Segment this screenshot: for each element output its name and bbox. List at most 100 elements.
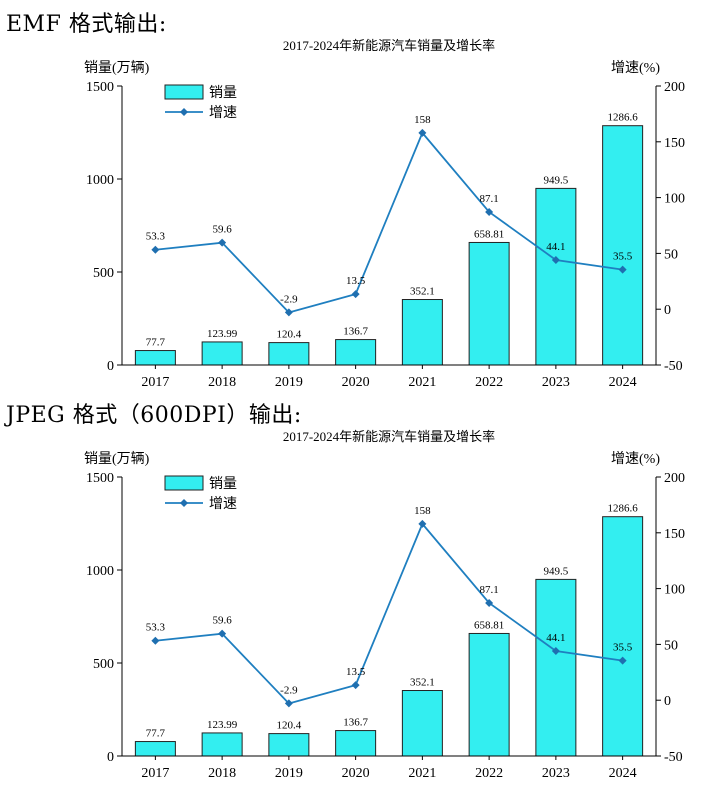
x-tick-label: 2020 [342,766,370,781]
growth-line [155,131,623,314]
growth-marker-2018 [218,238,227,247]
left-tick-label: 1500 [86,471,114,486]
growth-marker-2024 [618,656,627,665]
bar-value-label: 136.7 [343,326,368,338]
growth-marker-2023 [551,255,560,264]
x-tick-label: 2017 [141,766,169,781]
left-tick-label: 500 [93,657,114,672]
bar-value-label: 77.7 [146,337,166,349]
growth-value-label: -2.9 [280,293,298,305]
left-tick-label: 0 [107,359,114,374]
bar-value-label: 123.99 [207,719,238,731]
legend-line-marker [180,499,188,507]
emf-section-heading: EMF 格式输出: [6,12,167,37]
legend-line-label: 增速 [209,105,237,121]
x-tick-label: 2023 [542,375,570,390]
jpeg-section-heading: JPEG 格式（600DPI）输出: [6,403,302,428]
growth-marker-2021 [418,128,427,137]
bar-value-label: 1286.6 [608,112,639,124]
bar-2020 [335,339,377,366]
growth-value-label: 35.5 [613,251,633,263]
left-axis-label: 销量(万辆) [84,451,150,467]
bar-value-label: 352.1 [410,677,435,689]
bar-2024 [602,516,644,757]
legend-bar-swatch [164,84,204,100]
growth-value-label: -2.9 [280,684,298,696]
x-tick-label: 2019 [275,766,303,781]
left-tick-label: 0 [107,750,114,765]
growth-value-label: 13.5 [346,275,366,287]
bar-value-label: 658.81 [474,619,504,631]
right-axis-label: 增速(%) [611,60,660,76]
growth-value-label: 53.3 [146,231,166,243]
growth-marker-2020 [351,681,360,690]
growth-value-label: 59.6 [213,224,233,236]
growth-marker-2021 [418,519,427,528]
legend-bar-swatch [164,475,204,491]
bar-value-label: 949.5 [544,174,569,186]
legend-bar-label: 销量 [209,476,237,492]
right-tick-label: -50 [664,359,683,374]
bar-value-label: 120.4 [277,329,302,341]
growth-value-label: 87.1 [480,584,499,596]
left-tick-label: 1000 [86,564,114,579]
right-tick-label: 100 [664,583,685,598]
legend-bar-label: 销量 [209,85,237,101]
growth-marker-2022 [485,207,494,216]
x-tick-label: 2024 [609,766,637,781]
bar-2022 [468,241,510,366]
right-tick-label: 200 [664,471,685,486]
right-tick-label: 150 [664,136,685,151]
growth-value-label: 158 [414,114,431,126]
x-tick-label: 2019 [275,375,303,390]
growth-marker-2018 [218,629,227,638]
growth-marker-2020 [351,290,360,299]
right-tick-label: 150 [664,527,685,542]
x-tick-label: 2018 [208,375,236,390]
bar-value-label: 352.1 [410,286,435,298]
x-tick-label: 2023 [542,766,570,781]
bar-2020 [335,730,377,757]
left-tick-label: 1500 [86,80,114,95]
bar-2022 [468,632,510,757]
left-tick-label: 500 [93,266,114,281]
growth-value-label: 53.3 [146,622,166,634]
bar-value-label: 120.4 [277,720,302,732]
bar-value-label: 658.81 [474,228,504,240]
chart-title: 2017-2024年新能源汽车销量及增长率 [283,38,495,53]
x-tick-label: 2022 [475,766,503,781]
growth-value-label: 44.1 [546,241,565,253]
right-tick-label: 0 [664,694,671,709]
growth-marker-2019 [284,699,293,708]
legend-line-marker [180,108,188,116]
x-tick-label: 2024 [609,375,637,390]
x-tick-label: 2020 [342,375,370,390]
growth-marker-2024 [618,265,627,274]
bar-2021 [401,690,443,757]
x-tick-label: 2018 [208,766,236,781]
growth-value-label: 87.1 [480,193,499,205]
growth-marker-2023 [551,646,560,655]
legend-line-label: 增速 [209,496,237,512]
bar-2018 [201,732,243,757]
growth-marker-2022 [485,598,494,607]
growth-value-label: 44.1 [546,632,565,644]
growth-marker-2019 [284,308,293,317]
right-tick-label: 0 [664,303,671,318]
bar-value-label: 77.7 [146,728,166,740]
right-tick-label: 200 [664,80,685,95]
right-axis-label: 增速(%) [611,451,660,467]
bar-2018 [201,341,243,366]
bar-2024 [602,125,644,366]
left-axis-label: 销量(万辆) [84,60,150,76]
x-tick-label: 2017 [141,375,169,390]
bar-2023 [535,187,577,366]
bar-value-label: 949.5 [544,565,569,577]
bar-2017 [134,350,176,366]
growth-value-label: 35.5 [613,642,633,654]
growth-marker-2017 [151,636,160,645]
right-tick-label: -50 [664,750,683,765]
growth-value-label: 59.6 [213,615,233,627]
